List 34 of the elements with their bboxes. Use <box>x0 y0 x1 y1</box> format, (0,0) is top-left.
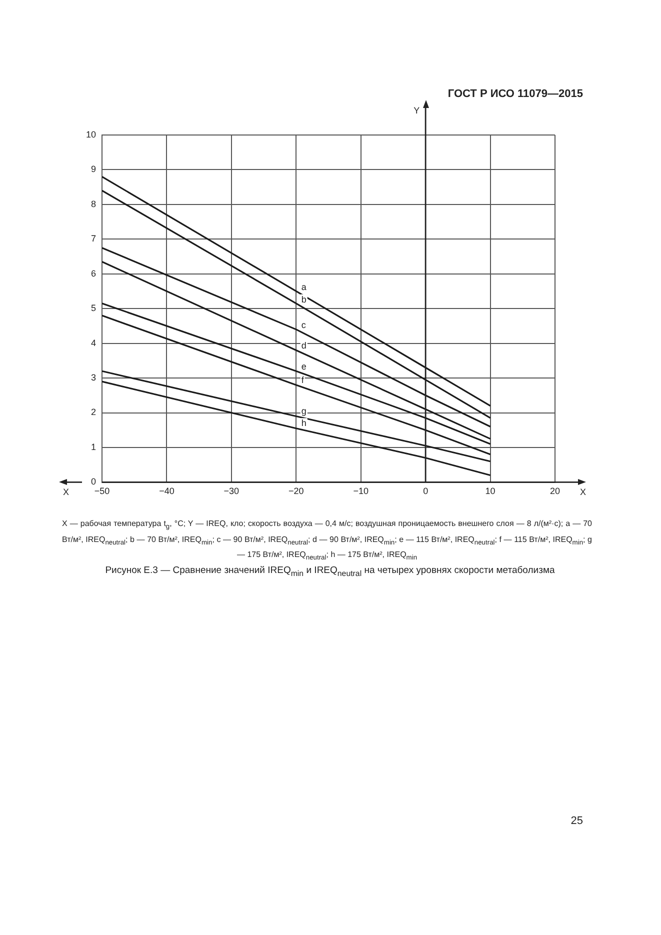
y-tick-label: 10 <box>86 129 96 140</box>
y-tick-label: 3 <box>90 372 96 383</box>
y-axis-title: Y <box>414 105 420 116</box>
series-label: f <box>301 375 304 386</box>
x-tick-label: −10 <box>353 486 368 496</box>
y-tick-label: 7 <box>90 234 96 244</box>
series-label: a <box>301 282 306 292</box>
x-tick-label: −30 <box>224 486 240 496</box>
y-tick-label: 5 <box>90 303 96 314</box>
y-tick-label: 6 <box>90 268 96 278</box>
series-label: c <box>301 320 306 330</box>
y-tick-label: 0 <box>90 476 96 487</box>
x-tick-label: −50 <box>94 486 110 496</box>
series-label: h <box>301 418 306 428</box>
series-label: d <box>301 340 306 351</box>
y-tick-label: 8 <box>90 198 96 209</box>
y-tick-label: 4 <box>90 338 96 348</box>
x-tick-label: 0 <box>423 486 428 496</box>
y-tick-label: 1 <box>90 442 96 452</box>
series-label: e <box>301 361 306 372</box>
text: X <box>63 487 70 498</box>
x-tick-label: −40 <box>159 486 174 496</box>
text: 25 <box>570 815 583 827</box>
x-tick-label: −20 <box>288 486 304 496</box>
x-axis-title: X <box>580 487 586 498</box>
text: Рисунок Е.3 — Сравнение значений IREQ$_{min}$ и IREQ$_{neutral}$ на четырех уровнях скорости метаболизма <box>104 565 556 578</box>
x-tick-label: 10 <box>485 486 496 496</box>
series-label: g <box>301 406 306 416</box>
series-label: b <box>301 294 306 304</box>
text: X — рабочая температура t$_{g}$, °C; Y — IREQ, кло; скорость воздуха — 0,4 м/с; воздушная проницаемость внешнего слоя — 8 л/(м²·с); a — 70 Вт/м², IREQ$_{neutral}$; b — 70 Вт/м², IREQ$_{min}$; c — 90 Вт/м², IREQ$_{neutral}$; d — 90 Вт/м², IREQ$_{min}$; e — 115 Вт/м², IREQ$_{neutral}$; f — 115 Вт/м², IREQ$_{min}$; g — 175 Вт/м², IREQ$_{neutral}$; h — 175 Вт/м², IREQ$_{min}$ <box>62 519 592 562</box>
y-tick-label: 9 <box>90 164 96 174</box>
text: ГОСТ Р ИСО 11079—2015 <box>448 88 583 100</box>
y-tick-label: 2 <box>90 407 96 418</box>
x-tick-label: 20 <box>550 486 560 496</box>
